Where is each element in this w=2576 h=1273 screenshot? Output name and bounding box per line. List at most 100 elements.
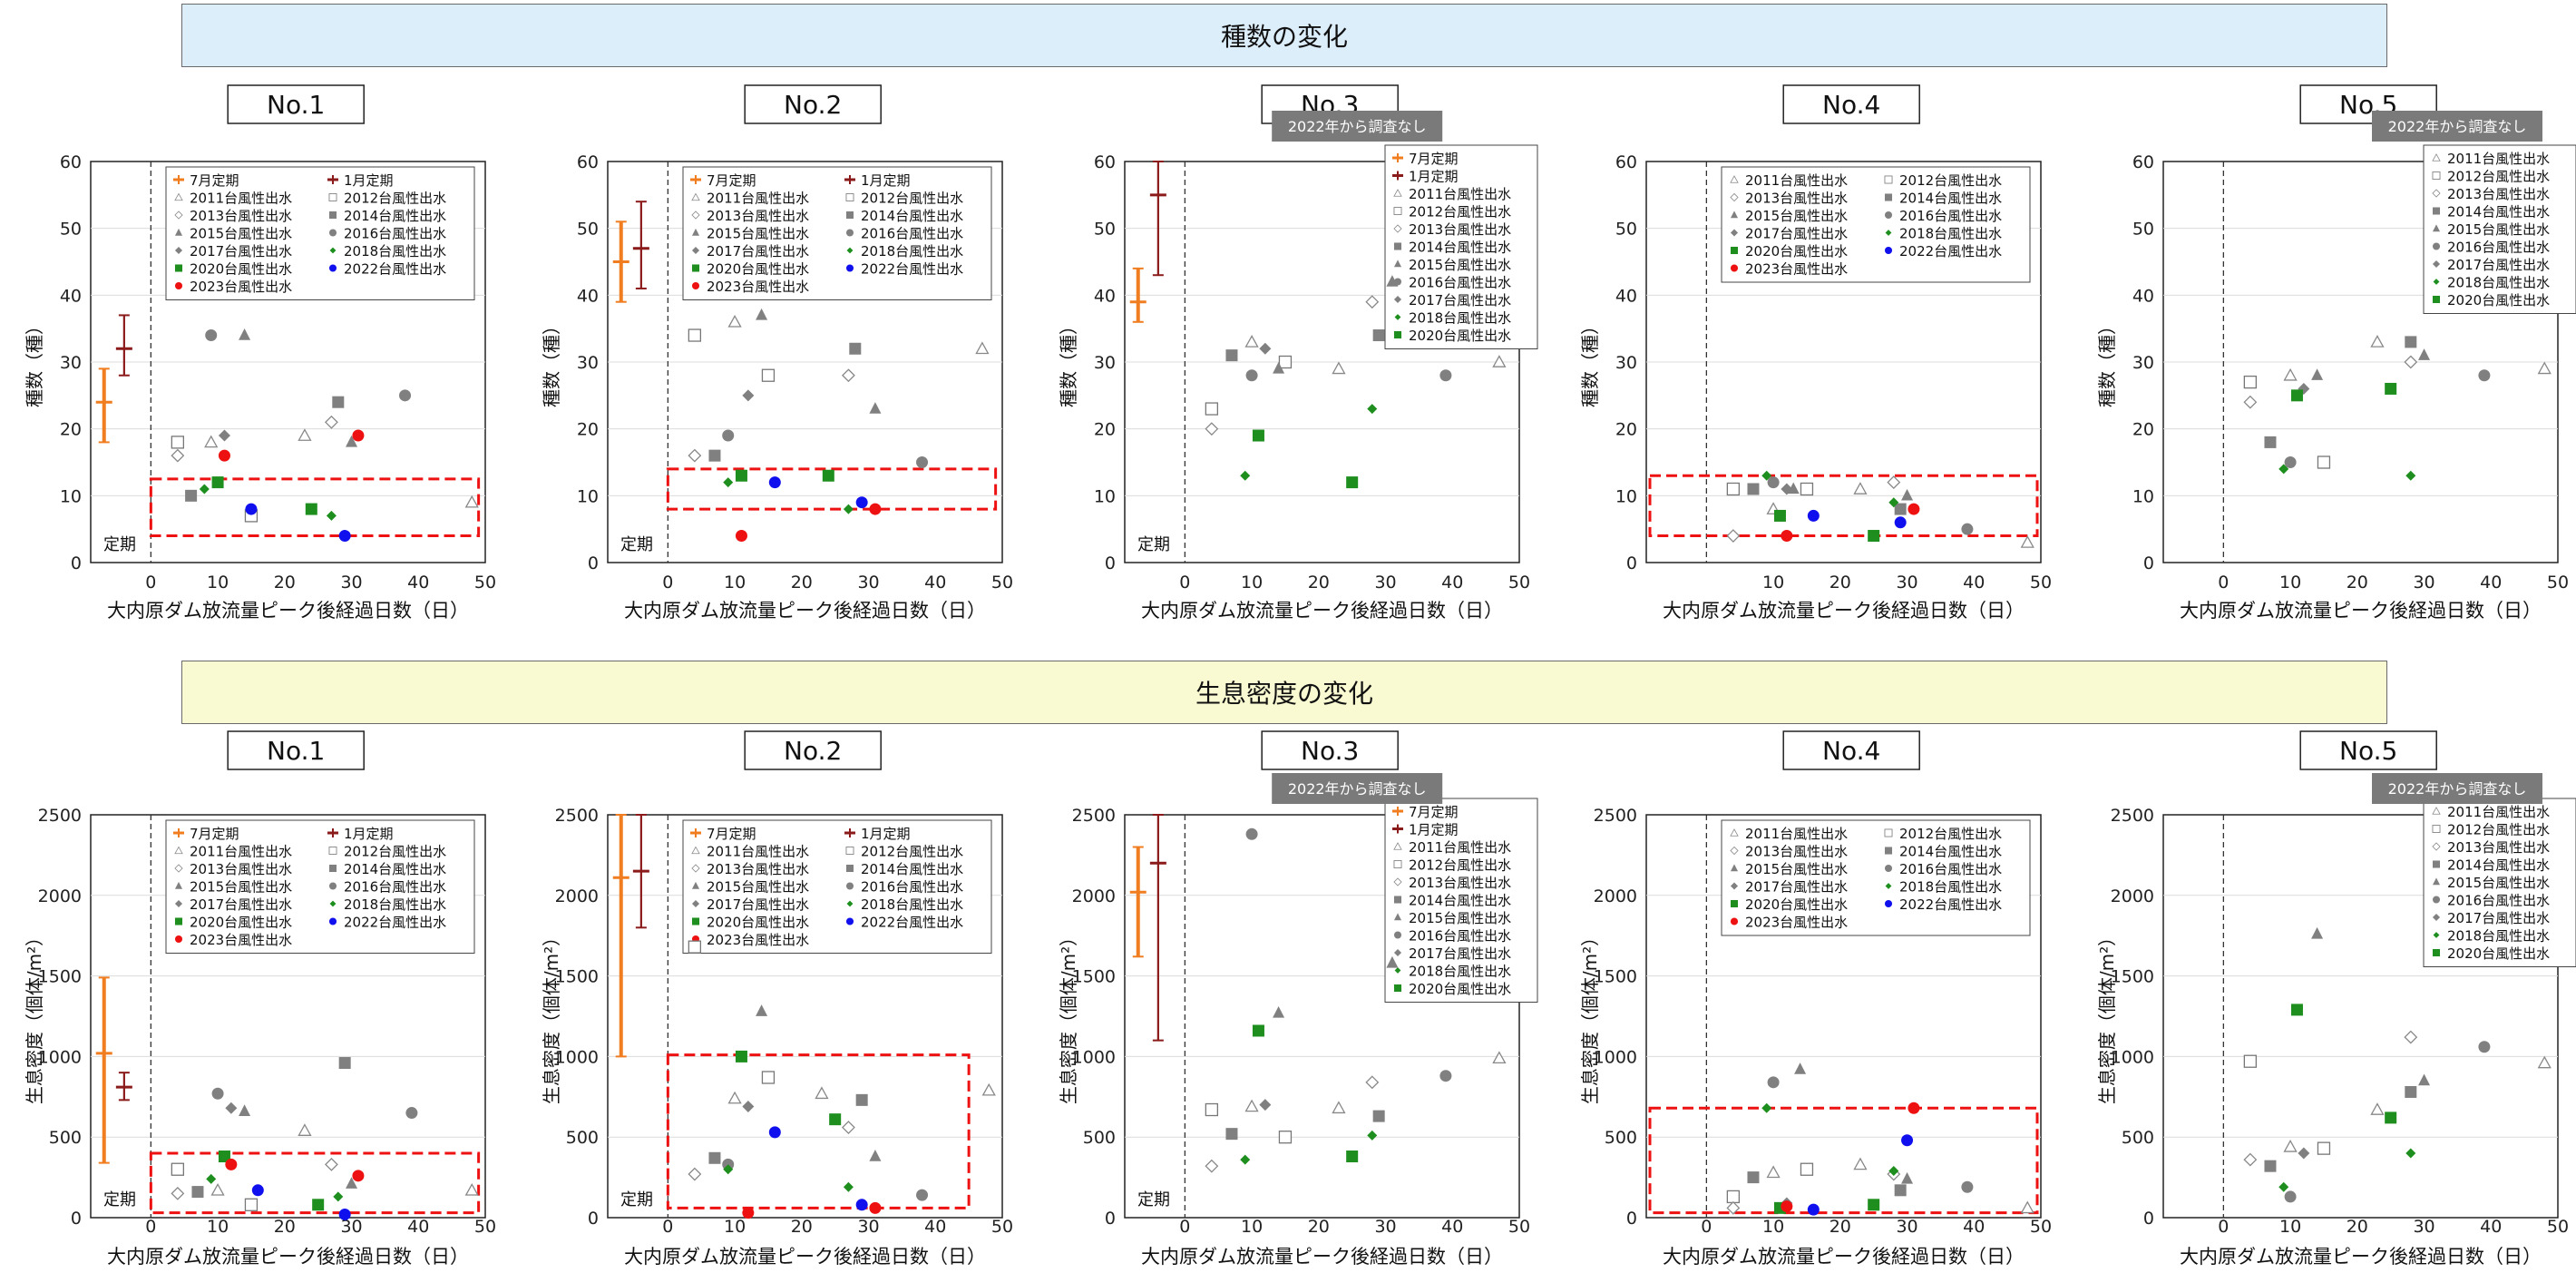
- circle-blue-icon: [328, 917, 337, 925]
- square-gray-icon: [1393, 896, 1402, 904]
- data-point-triangle-gray: [2418, 1073, 2431, 1086]
- triangle-open-icon: [691, 192, 700, 201]
- data-point-diamond-open: [688, 1167, 702, 1181]
- chart-density-3: No.3 0 500 1000 1500 2000 2500 0 10 20 30 40 50 生息密度（…: [1058, 730, 1538, 1268]
- legend-label: 2020台風性出水: [707, 261, 809, 278]
- x-tick-label: 30: [2413, 1217, 2435, 1237]
- chart-title-box: [1261, 730, 1399, 770]
- legend-label: 2017台風性出水: [1745, 879, 1848, 896]
- y-tick-label: 2000: [1594, 886, 1637, 906]
- diamond-open-icon: [2432, 189, 2441, 198]
- legend-box: [1721, 166, 2031, 283]
- legend-label: 2012台風性出水: [344, 191, 446, 207]
- january-regular-errorbar: [115, 1072, 132, 1102]
- regular-survey-label: 定期: [620, 535, 653, 554]
- chart-title: No.4: [1822, 736, 1880, 766]
- data-point-triangle-gray: [1794, 1062, 1807, 1074]
- data-point-square-open: [688, 940, 701, 954]
- data-point-square-gray: [1225, 349, 1238, 362]
- square-green-icon: [1393, 984, 1402, 993]
- data-point-square-open: [1205, 402, 1218, 416]
- data-point-square-green: [2290, 389, 2303, 402]
- triangle-gray-icon: [691, 881, 700, 889]
- legend-label: 2017台風性出水: [1409, 945, 1511, 962]
- data-point-square-open: [1205, 1102, 1218, 1117]
- data-point-diamond-green: [1888, 497, 1899, 508]
- legend-label: 2017台風性出水: [2447, 257, 2550, 273]
- legend-label: 2012台風性出水: [1899, 826, 2002, 842]
- y-tick-label: 1000: [1594, 1047, 1637, 1067]
- data-point-circle-blue: [855, 496, 868, 509]
- square-open-icon: [2432, 171, 2441, 180]
- y-tick-label: 50: [2132, 220, 2154, 240]
- x-tick-label: 20: [1830, 573, 1851, 592]
- chart-title-box: [227, 730, 365, 770]
- density-section-banner: 生息密度の変化: [181, 661, 2387, 724]
- data-point-square-open: [1278, 1131, 1293, 1144]
- legend-box: [2423, 144, 2576, 314]
- y-axis-label: 生息密度（個体/m²）: [1058, 928, 1079, 1104]
- x-tick-label: 30: [1896, 573, 1917, 592]
- legend-label: 2018台風性出水: [344, 243, 446, 259]
- january-regular-errorbar: [632, 814, 649, 929]
- diamond-gray-icon: [174, 899, 183, 908]
- x-tick-label: 50: [474, 573, 496, 592]
- legend-label: 2011台風性出水: [707, 191, 809, 207]
- chart-title-box: [227, 84, 365, 124]
- x-tick-label: 50: [991, 1217, 1013, 1237]
- data-point-square-green: [2290, 1004, 2303, 1016]
- data-point-diamond-green: [2405, 1148, 2416, 1159]
- january-regular-errorbar: [1149, 161, 1166, 277]
- legend-label: 2014台風性出水: [1899, 191, 2002, 207]
- legend-label: 1月定期: [861, 172, 911, 189]
- y-tick-label: 20: [1615, 420, 1637, 440]
- y-axis-label: 種数（種）: [24, 317, 45, 407]
- july-regular-errorbar: [612, 814, 629, 1058]
- y-tick-label: 500: [2122, 1128, 2154, 1148]
- data-point-triangle-open: [2537, 361, 2552, 375]
- chart-title-box: [1782, 84, 1920, 124]
- triangle-gray-icon: [1730, 864, 1739, 872]
- legend-label: 2018台風性出水: [344, 896, 446, 913]
- chart-title: No.2: [784, 90, 842, 120]
- y-tick-label: 0: [588, 1209, 599, 1229]
- y-tick-label: 30: [60, 353, 82, 373]
- x-tick-label: 40: [1963, 1217, 1985, 1237]
- square-green-icon: [691, 264, 700, 272]
- square-gray-icon: [328, 211, 337, 220]
- data-point-square-gray: [1747, 483, 1760, 495]
- density-section-title: 生息密度の変化: [1195, 679, 1373, 709]
- data-point-triangle-open: [2370, 335, 2385, 348]
- legend-label: 2022台風性出水: [861, 915, 963, 931]
- x-tick-label: 40: [1963, 573, 1985, 592]
- legend-label: 2014台風性出水: [861, 208, 963, 224]
- triangle-open-icon: [1393, 842, 1402, 850]
- y-tick-label: 2500: [1072, 806, 1116, 826]
- data-point-circle-red: [225, 1158, 238, 1170]
- x-tick-label: 0: [1701, 1217, 1712, 1237]
- data-point-circle-red: [352, 429, 365, 442]
- y-tick-label: 2500: [2111, 806, 2154, 826]
- data-point-diamond-green: [843, 1181, 854, 1192]
- diamond-open-icon: [1393, 224, 1402, 233]
- legend-label: 2013台風性出水: [190, 208, 292, 224]
- legend-label: 1月定期: [1409, 822, 1459, 838]
- y-tick-label: 10: [577, 486, 599, 506]
- legend: 2011台風性出水 2012台風性出水 2013台風性出水 2014台風性出水 2015…: [1721, 819, 2031, 936]
- legend-label: 2014台風性出水: [1409, 893, 1511, 909]
- x-tick-label: 10: [724, 573, 746, 592]
- y-axis-label: 種数（種）: [2096, 317, 2118, 407]
- legend-label: 7月定期: [1409, 151, 1459, 167]
- legend-label: 2016台風性出水: [344, 879, 446, 896]
- x-tick-label: 20: [1830, 1217, 1851, 1237]
- square-open-icon: [1393, 860, 1402, 868]
- legend: 7月定期 1月定期 2011台風性出水 2012台風性出水 2013台風性出水 2014台…: [165, 819, 475, 954]
- legend-label: 2015台風性出水: [1409, 910, 1511, 926]
- x-tick-label: 10: [1241, 1217, 1263, 1237]
- x-tick-label: 10: [207, 1217, 229, 1237]
- triangle-open-icon: [1730, 828, 1739, 837]
- legend-label: 2013台風性出水: [2447, 186, 2550, 202]
- legend-label: 2014台風性出水: [1899, 844, 2002, 860]
- chart-title-box: [744, 84, 882, 124]
- chart-title: No.1: [267, 90, 325, 120]
